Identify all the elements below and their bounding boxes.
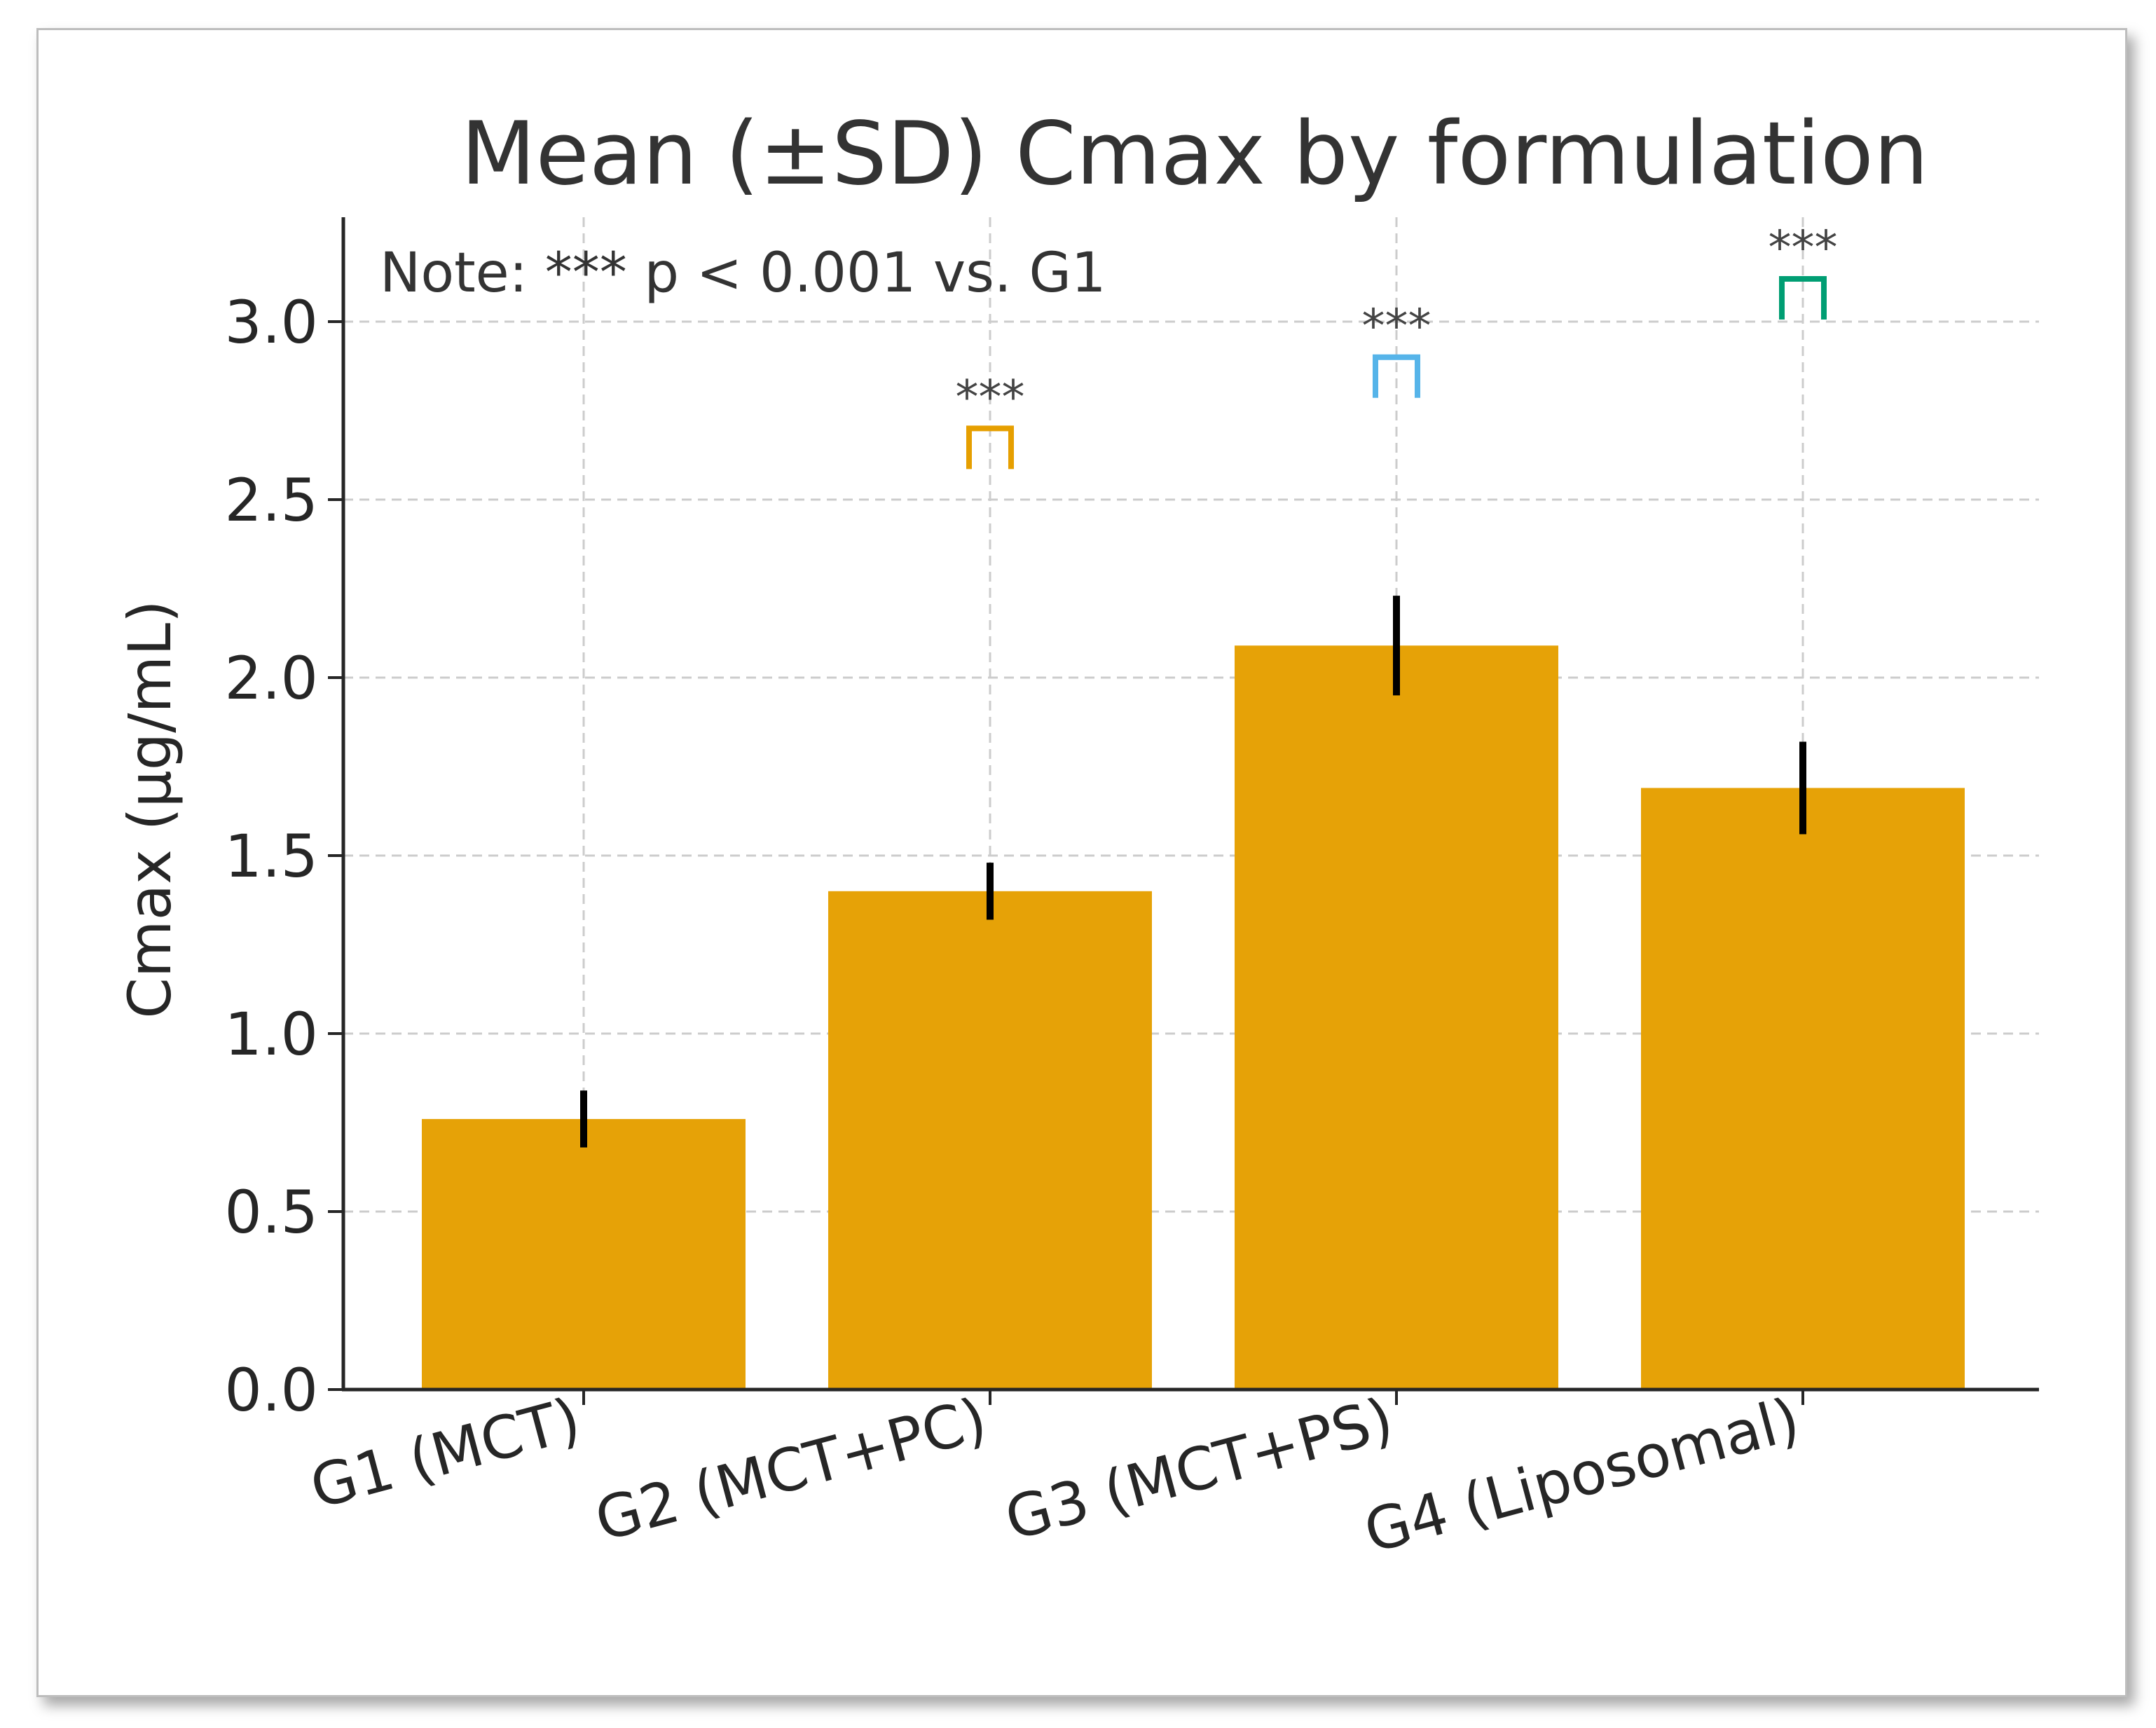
chart-title: Mean (±SD) Cmax by formulation — [461, 104, 1929, 205]
significance-stars: *** — [1769, 221, 1838, 275]
bars-layer — [422, 645, 1965, 1390]
significance-bracket — [1373, 354, 1420, 398]
y-ticks-layer: 0.0 0.5 1.0 1.5 2.0 2.5 3.0 — [224, 288, 343, 1425]
y-axis-label: Cmax (µg/mL) — [116, 600, 184, 1019]
significance-note: Note: *** p < 0.001 vs. G1 — [380, 242, 1106, 305]
x-ticks-layer: G1 (MCT) G2 (MCT+PC) G3 (MCT+PS)G4 (Liposo… — [303, 1385, 1806, 1567]
significance-stars: *** — [956, 370, 1025, 424]
significance-bracket — [1779, 276, 1827, 320]
y-tick-label: 1.0 — [224, 1000, 318, 1069]
error-bars-layer — [580, 596, 1806, 1148]
y-tick-label: 3.0 — [224, 288, 318, 357]
bar — [422, 1118, 746, 1390]
axes-layer — [341, 217, 2039, 1392]
y-tick-label: 1.5 — [224, 822, 318, 891]
bar — [1641, 788, 1965, 1390]
x-tick-label: G3 (MCT+PS) — [998, 1385, 1401, 1554]
x-tick-label: G1 (MCT) — [303, 1385, 587, 1522]
y-tick-label: 0.5 — [224, 1178, 318, 1247]
y-tick-label: 2.5 — [224, 466, 318, 535]
x-tick-label: G4 (Liposomal) — [1357, 1385, 1806, 1567]
bar — [1235, 645, 1558, 1390]
bar — [828, 891, 1152, 1390]
x-tick-label: G2 (MCT+PC) — [588, 1385, 994, 1555]
significance-bracket — [966, 425, 1014, 469]
significance-stars: *** — [1362, 299, 1431, 353]
significance-layer: *** *** *** — [956, 221, 1838, 469]
y-tick-label: 2.0 — [224, 644, 318, 713]
y-tick-label: 0.0 — [224, 1356, 318, 1425]
